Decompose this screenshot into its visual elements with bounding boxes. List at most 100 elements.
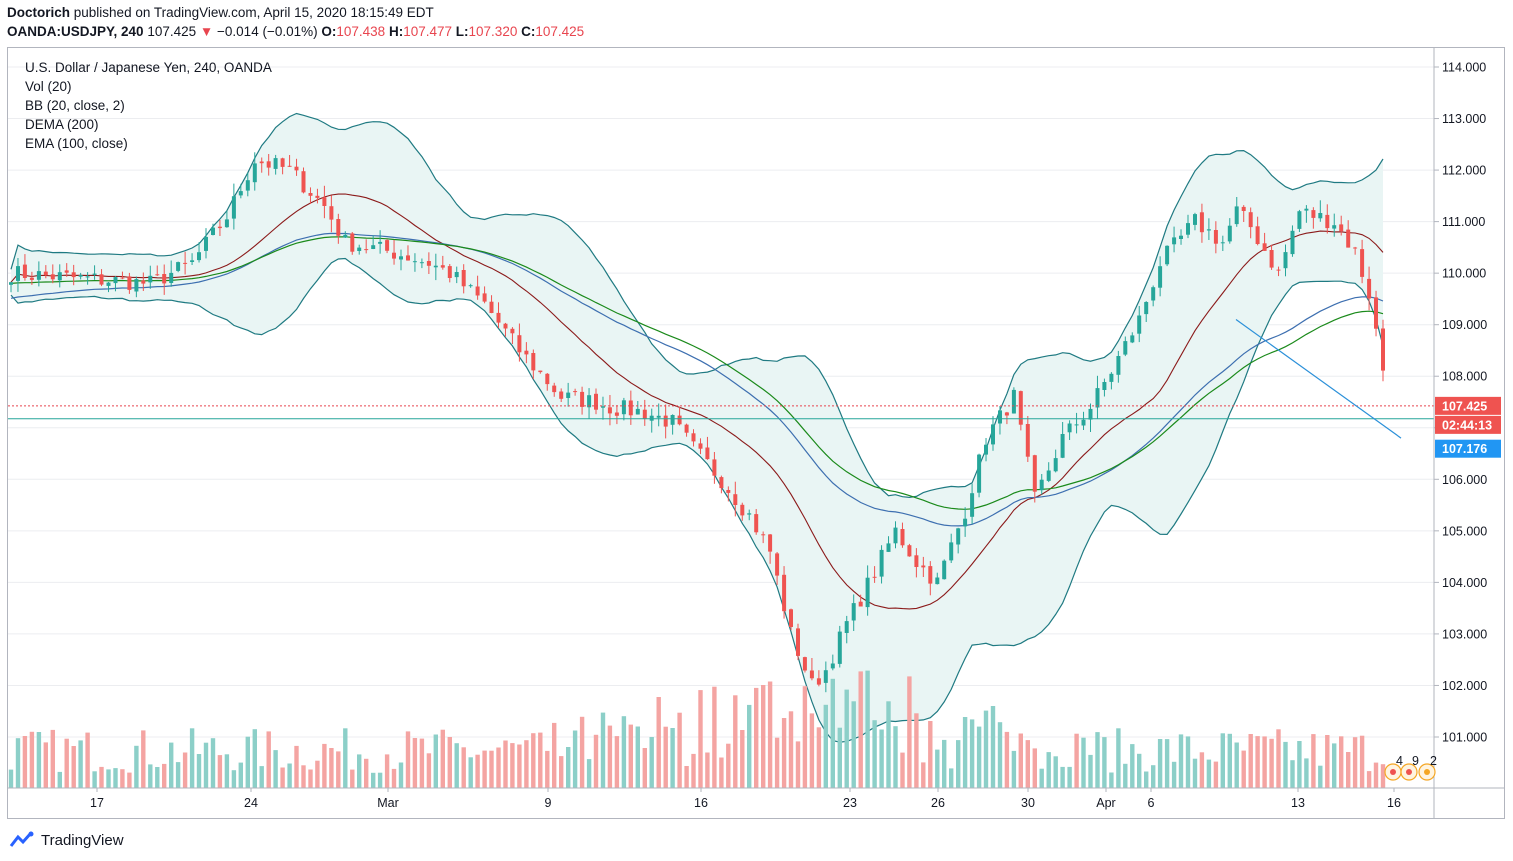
- candle[interactable]: [1053, 458, 1058, 472]
- candle[interactable]: [259, 161, 264, 164]
- candle[interactable]: [740, 504, 745, 516]
- candle[interactable]: [1172, 237, 1177, 245]
- candle[interactable]: [1193, 214, 1197, 225]
- candle[interactable]: [106, 282, 111, 286]
- candle[interactable]: [1011, 389, 1016, 414]
- candle[interactable]: [1199, 212, 1204, 233]
- candle[interactable]: [998, 410, 1002, 424]
- candle[interactable]: [1067, 423, 1072, 433]
- candle[interactable]: [991, 424, 995, 445]
- candle[interactable]: [1102, 382, 1107, 390]
- candle[interactable]: [1290, 230, 1295, 255]
- candle[interactable]: [385, 240, 390, 251]
- candle[interactable]: [942, 560, 947, 580]
- price-chart[interactable]: 114.000 113.000 112.000 111.000 110.000 109.0…: [8, 48, 1504, 818]
- candle[interactable]: [607, 407, 612, 414]
- candle[interactable]: [315, 195, 320, 198]
- legend-symbol[interactable]: U.S. Dollar / Japanese Yen, 240, OANDA: [25, 60, 272, 75]
- candle[interactable]: [984, 444, 988, 455]
- candle[interactable]: [580, 391, 585, 407]
- candle[interactable]: [858, 601, 863, 607]
- candle[interactable]: [399, 256, 403, 260]
- candle[interactable]: [43, 271, 48, 276]
- candle[interactable]: [1255, 226, 1260, 244]
- candle[interactable]: [705, 447, 710, 460]
- candle[interactable]: [1095, 388, 1100, 408]
- candle[interactable]: [642, 409, 647, 419]
- candle[interactable]: [190, 260, 195, 262]
- candle[interactable]: [1367, 278, 1372, 299]
- candle[interactable]: [914, 555, 919, 567]
- candle[interactable]: [461, 270, 466, 287]
- candle[interactable]: [294, 166, 299, 171]
- candle[interactable]: [287, 165, 292, 167]
- candle[interactable]: [1374, 297, 1378, 329]
- candle[interactable]: [50, 274, 55, 280]
- candle[interactable]: [796, 628, 800, 656]
- candle[interactable]: [482, 293, 487, 302]
- candle[interactable]: [197, 252, 201, 261]
- candle[interactable]: [1346, 229, 1351, 248]
- candle[interactable]: [768, 534, 773, 552]
- candle[interactable]: [412, 261, 417, 263]
- candle[interactable]: [1025, 424, 1030, 457]
- candle[interactable]: [433, 265, 438, 268]
- candle[interactable]: [844, 621, 849, 633]
- candle[interactable]: [552, 385, 557, 393]
- candle[interactable]: [719, 477, 724, 489]
- candle[interactable]: [935, 577, 940, 585]
- candle[interactable]: [963, 518, 968, 527]
- candle[interactable]: [1227, 225, 1232, 242]
- candle[interactable]: [1220, 242, 1225, 244]
- candle[interactable]: [1137, 315, 1142, 334]
- legend-dema[interactable]: DEMA (200): [25, 117, 99, 132]
- candle[interactable]: [99, 274, 104, 285]
- candle[interactable]: [1234, 206, 1239, 225]
- candle[interactable]: [78, 275, 83, 277]
- candle[interactable]: [594, 393, 598, 410]
- candle[interactable]: [1381, 328, 1385, 371]
- candle[interactable]: [865, 577, 870, 608]
- candle[interactable]: [1186, 223, 1190, 235]
- candle[interactable]: [1151, 287, 1156, 301]
- candle[interactable]: [1158, 266, 1163, 288]
- candle[interactable]: [921, 565, 926, 568]
- candle[interactable]: [36, 271, 41, 280]
- candle[interactable]: [747, 513, 752, 515]
- candle[interactable]: [1018, 391, 1023, 425]
- candle[interactable]: [1074, 424, 1079, 426]
- candle[interactable]: [336, 219, 341, 236]
- candle[interactable]: [510, 328, 515, 334]
- candle[interactable]: [628, 400, 633, 416]
- candle[interactable]: [1046, 470, 1051, 481]
- candle[interactable]: [782, 574, 787, 612]
- legend-bollinger[interactable]: BB (20, close, 2): [25, 98, 125, 113]
- candle[interactable]: [392, 252, 396, 259]
- candle[interactable]: [977, 454, 982, 493]
- candle[interactable]: [1318, 213, 1323, 219]
- candle[interactable]: [754, 514, 759, 533]
- candle[interactable]: [183, 262, 188, 264]
- candle[interactable]: [1060, 434, 1065, 458]
- candle[interactable]: [1213, 230, 1218, 244]
- candle[interactable]: [57, 272, 62, 281]
- candle[interactable]: [29, 277, 34, 280]
- candle[interactable]: [545, 373, 550, 385]
- candle[interactable]: [1206, 229, 1211, 231]
- candle[interactable]: [879, 549, 884, 577]
- candle[interactable]: [252, 163, 257, 183]
- candle[interactable]: [816, 678, 821, 685]
- candle[interactable]: [1248, 212, 1253, 228]
- legend-ema[interactable]: EMA (100, close): [25, 136, 128, 151]
- candle[interactable]: [496, 312, 501, 323]
- candle[interactable]: [406, 255, 410, 261]
- candle[interactable]: [475, 286, 480, 296]
- candle[interactable]: [1116, 356, 1121, 375]
- candle[interactable]: [531, 353, 536, 371]
- candle[interactable]: [670, 415, 675, 425]
- candle[interactable]: [280, 158, 285, 167]
- candle[interactable]: [1304, 208, 1309, 211]
- candle[interactable]: [823, 670, 828, 683]
- ema-100-line[interactable]: [10, 232, 1384, 527]
- candle[interactable]: [322, 197, 327, 206]
